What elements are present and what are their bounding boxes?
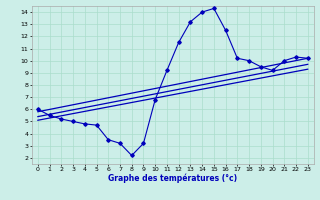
X-axis label: Graphe des températures (°c): Graphe des températures (°c) (108, 174, 237, 183)
